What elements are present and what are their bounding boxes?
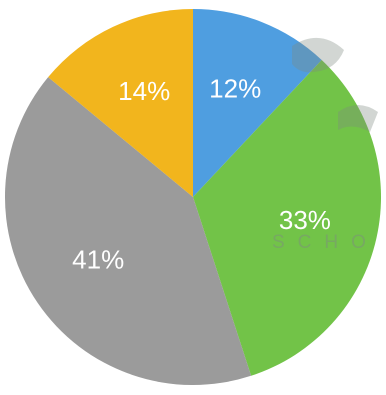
pie-slice-1 [193,9,322,197]
watermark: SCHO [272,37,379,253]
pie-slice-3 [4,77,252,386]
pie-slice-label-1: 12% [209,73,261,103]
pie-labels: 12% 33% 41% 14% [72,73,331,274]
pie-slice-4 [48,8,193,197]
pie-slice-label-4: 14% [118,76,170,106]
pie-slice-2 [193,59,382,376]
pie-slice-label-3: 41% [72,244,124,274]
pie-slice-label-2: 33% [279,205,331,235]
watermark-logo-mark [292,37,378,132]
watermark-text: SCHO [272,232,379,253]
pie-slices [4,8,382,386]
